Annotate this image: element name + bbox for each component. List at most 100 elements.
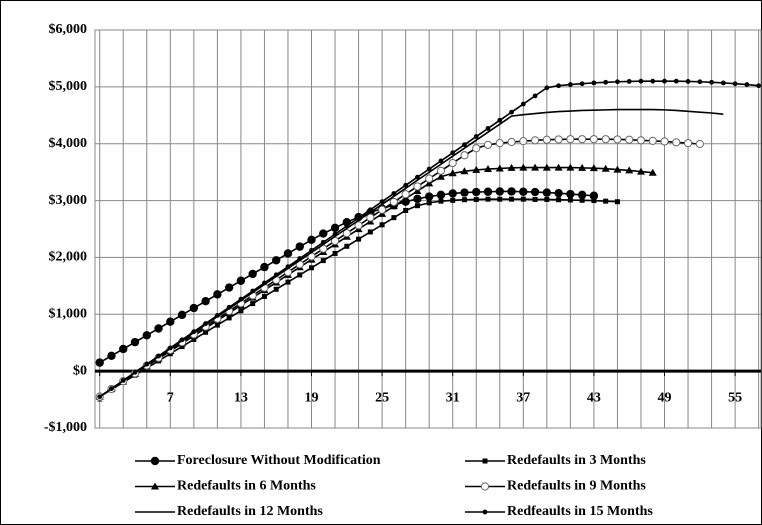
marker [520, 101, 526, 107]
marker [226, 315, 232, 321]
marker [625, 166, 634, 174]
marker [391, 215, 397, 221]
legend-entry: Redfeaults in 15 Months [465, 504, 653, 519]
marker [426, 166, 432, 172]
marker [203, 329, 209, 335]
series [99, 108, 724, 398]
legend-label: Redefaults in 3 Months [507, 453, 646, 468]
marker [520, 196, 526, 202]
marker [542, 163, 551, 171]
marker [495, 139, 504, 148]
marker [97, 394, 103, 400]
legend-entry: Redefaults in 9 Months [465, 479, 646, 494]
marker [438, 158, 444, 164]
marker [554, 163, 563, 171]
legend-marker [480, 482, 490, 491]
legend-label: Redefaults in 9 Months [507, 479, 646, 494]
marker [319, 229, 328, 238]
marker [484, 165, 493, 173]
marker [472, 187, 481, 197]
y-tick-label: $0 [73, 363, 87, 378]
marker [283, 249, 293, 258]
marker [167, 345, 173, 351]
marker [519, 187, 528, 196]
marker [673, 78, 679, 84]
marker [509, 109, 514, 115]
marker [272, 256, 281, 265]
marker [460, 188, 469, 197]
marker [603, 198, 609, 204]
marker [344, 223, 350, 229]
line [99, 138, 700, 398]
marker [601, 135, 610, 144]
marker [426, 200, 432, 206]
marker [648, 168, 657, 176]
legend-label: Redefaults in 6 Months [177, 479, 316, 494]
marker [414, 203, 420, 209]
marker [366, 213, 375, 222]
marker [614, 199, 620, 205]
marker [578, 135, 587, 144]
marker [672, 138, 681, 147]
marker [413, 194, 422, 204]
legend-entry: Redefaults in 3 Months [465, 453, 646, 468]
marker [695, 139, 704, 149]
x-tick-label: 25 [375, 390, 389, 405]
marker [519, 163, 528, 171]
marker [295, 242, 304, 251]
marker [613, 135, 622, 144]
marker [401, 190, 410, 199]
marker [262, 280, 267, 286]
marker [436, 172, 445, 180]
marker [720, 80, 726, 86]
marker [179, 337, 185, 343]
marker [601, 164, 610, 172]
marker [379, 222, 385, 228]
marker [530, 187, 540, 197]
marker [636, 136, 646, 145]
x-tick-label: 37 [516, 390, 530, 405]
marker [460, 167, 469, 175]
marker [226, 304, 232, 310]
marker [448, 189, 457, 198]
marker [660, 137, 669, 146]
marker [531, 163, 540, 171]
marker [189, 303, 199, 313]
legend-marker [482, 458, 488, 464]
legend-entry: Redefaults in 12 Months [135, 504, 323, 519]
marker [144, 361, 150, 367]
marker [744, 82, 750, 87]
marker [285, 264, 291, 270]
marker [424, 192, 434, 201]
legend-label: Foreclosure Without Modification [177, 453, 381, 468]
marker [507, 163, 516, 171]
marker [156, 353, 161, 359]
marker [685, 79, 691, 84]
marker [191, 336, 197, 342]
x-tick-label: 49 [658, 390, 672, 405]
plot-border [94, 29, 762, 429]
marker [556, 83, 562, 89]
x-tick-label: 31 [446, 390, 460, 405]
marker [603, 79, 609, 85]
marker [413, 182, 422, 191]
legend-entry: Redefaults in 6 Months [135, 479, 316, 494]
marker [509, 196, 515, 202]
marker [648, 136, 657, 145]
marker [356, 236, 362, 242]
marker [109, 386, 114, 391]
x-tick-label: 43 [587, 390, 601, 405]
marker [107, 351, 116, 360]
marker [367, 229, 373, 235]
marker [120, 378, 126, 383]
marker [613, 165, 622, 173]
marker [566, 189, 575, 199]
marker [554, 188, 563, 198]
marker [683, 139, 693, 148]
marker [378, 205, 387, 214]
marker [462, 142, 467, 148]
marker [450, 150, 456, 156]
marker [638, 78, 644, 84]
marker [756, 83, 762, 89]
